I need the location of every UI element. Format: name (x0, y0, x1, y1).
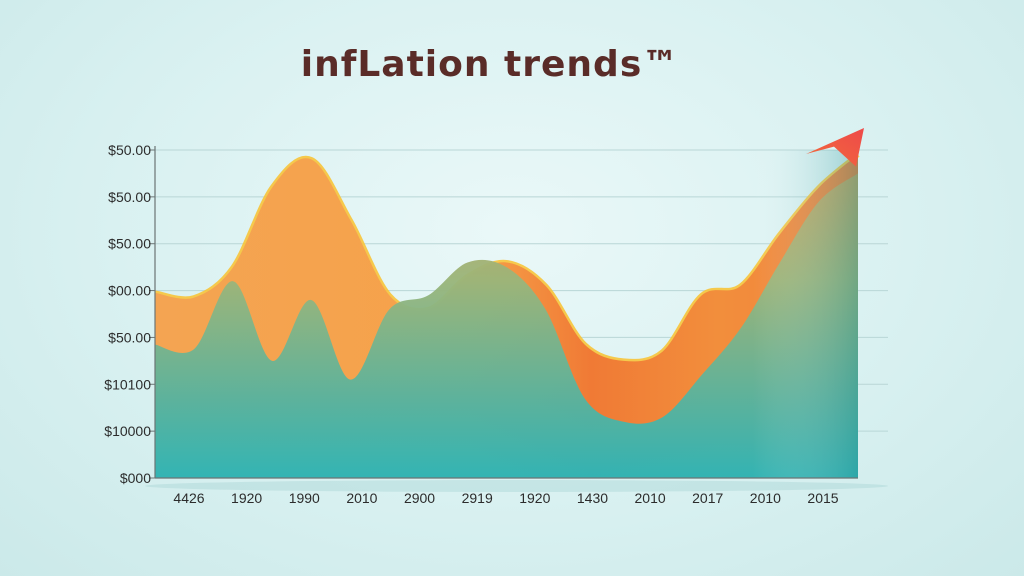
y-tick-label: $00.00 (108, 283, 151, 299)
area-layer (154, 128, 864, 478)
y-tick-label: $50.00 (108, 329, 151, 345)
x-tick-label: 2017 (692, 490, 723, 506)
x-tick-label: 1920 (519, 490, 550, 506)
y-tick-label: $50.00 (108, 236, 151, 252)
x-axis-ticks: 4426 1920 1990 2010 2900 2919 1920 1430 2010 2017… (173, 490, 838, 506)
x-tick-label: 2010 (635, 490, 666, 506)
y-tick-label: $000 (120, 470, 151, 486)
y-tick-label: $50.00 (108, 189, 151, 205)
x-tick-label: 2900 (404, 490, 435, 506)
y-tick-label: $50.00 (108, 142, 151, 158)
y-tick-label: $10100 (104, 376, 151, 392)
x-tick-label: 1430 (577, 490, 608, 506)
chart-title: infLation trends™ (300, 44, 680, 85)
x-tick-label: 2015 (807, 490, 838, 506)
x-tick-label: 2919 (462, 490, 493, 506)
x-tick-label: 2010 (750, 490, 781, 506)
x-tick-label: 4426 (173, 490, 204, 506)
x-tick-label: 1990 (289, 490, 320, 506)
floor-shadow (145, 480, 888, 492)
trend-arrow-icon (806, 128, 864, 167)
y-axis-ticks: $50.00 $50.00 $50.00 $00.00 $50.00 $10100 $100… (104, 142, 155, 486)
x-tick-label: 2010 (346, 490, 377, 506)
area-right-side-shade (155, 150, 858, 478)
x-tick-label: 1920 (231, 490, 262, 506)
y-tick-label: $10000 (104, 423, 151, 439)
